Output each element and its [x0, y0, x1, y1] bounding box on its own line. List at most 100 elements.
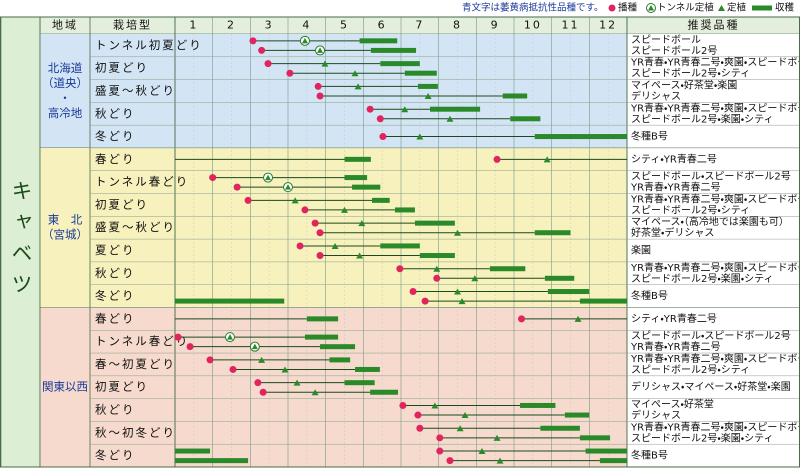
sowing [314, 82, 322, 90]
tunnel-transplant [251, 343, 258, 350]
harvest-bar [175, 448, 211, 454]
cultivation-type: 盛夏～秋どり [95, 83, 176, 97]
sowing [233, 183, 241, 191]
transplant [574, 315, 582, 322]
harvest-bar [564, 412, 590, 418]
sowing [229, 365, 237, 373]
sowing [436, 434, 444, 442]
month-label: 4 [302, 19, 311, 32]
month-label: 9 [491, 19, 500, 32]
variety: YR青春・YR青春二号・爽園・スピードボール [630, 420, 800, 433]
variety: YR青春・YR青春二号・爽園・スピードボール [630, 101, 800, 114]
sowing [259, 388, 267, 396]
sowing [379, 133, 387, 141]
sowing [316, 229, 324, 237]
variety: デリシャス・マイペース・好茶堂・楽園 [631, 380, 791, 393]
harvest-bar [175, 298, 285, 304]
sowing [209, 174, 217, 182]
sowing [186, 343, 194, 351]
header-type: 栽培型 [113, 18, 152, 32]
variety: 楽園 [631, 244, 651, 257]
transplant [258, 356, 266, 363]
month-label: 2 [227, 19, 236, 32]
variety-bg [627, 34, 800, 148]
transplant [433, 265, 441, 272]
variety: シティ・YR青春二号 [631, 312, 717, 325]
harvest-bar [599, 458, 627, 464]
month-label: 1 [189, 19, 198, 32]
cultivation-type: 盛夏～秋どり [95, 220, 176, 234]
cultivation-type: 秋～初冬どり [95, 425, 176, 439]
sowing [249, 37, 257, 45]
variety: スピードボール2号 [631, 45, 717, 57]
variety: デリシャス [631, 409, 681, 422]
region-bg [40, 147, 627, 308]
legend-plant: 定植 [727, 2, 747, 14]
transplant [356, 252, 364, 259]
region-label: 関東以西 [42, 380, 88, 394]
variety: スピードボール・スピードボール2号 [631, 171, 791, 183]
month-label: 3 [265, 19, 274, 32]
region-label: 東 北 [48, 213, 83, 227]
crop-label: キャベツ [9, 180, 33, 304]
transplant [291, 197, 299, 204]
cultivation-type: 冬どり [95, 448, 136, 462]
harvest-bar [370, 47, 417, 53]
harvest-bar [419, 253, 455, 259]
transplant [496, 457, 504, 464]
cultivation-type: 初夏どり [95, 380, 149, 394]
tunnel-transplant [285, 184, 291, 190]
region-label: 高冷地 [48, 106, 83, 120]
harvest-bar [355, 366, 380, 372]
sowing [414, 411, 422, 419]
variety: スピードボール [631, 34, 701, 46]
harvest-bar [352, 184, 381, 190]
harvest-bar [510, 116, 541, 122]
harvest-bar [489, 266, 526, 272]
sowing [244, 196, 252, 204]
sowing [296, 242, 304, 250]
harvest-bar [417, 83, 438, 89]
month-label: 12 [599, 19, 617, 32]
cultivation-type: トンネル春どり [95, 334, 189, 348]
sowing [316, 92, 324, 100]
sowing [436, 447, 444, 455]
tunnel-transplant [301, 37, 308, 44]
transplant [401, 106, 409, 113]
sowing [264, 60, 272, 68]
legend-plant-icon [718, 5, 725, 11]
transplant [454, 288, 461, 295]
sowing [316, 252, 324, 260]
header-varieties: 推奨品種 [688, 18, 740, 32]
transplant [493, 434, 501, 441]
month-label: 11 [562, 19, 580, 32]
variety: YR青春・YR青春二号・爽園・スピードボール [630, 352, 800, 365]
harvest-bar [520, 402, 556, 408]
sowing [433, 274, 441, 282]
sowing [409, 288, 417, 296]
transplant [461, 412, 469, 419]
sowing [518, 315, 526, 323]
cultivation-type: 冬どり [95, 129, 136, 143]
harvest-bar [585, 448, 627, 454]
variety: スピードボール2号・楽園・シティ [631, 431, 774, 444]
transplant [478, 448, 486, 455]
month-label: 7 [415, 19, 424, 32]
harvest-bar [430, 106, 481, 112]
region-label: ・ [59, 91, 71, 105]
harvest-bar [404, 70, 437, 76]
variety: YR青春・YR青春二号 [630, 340, 721, 353]
legend-harvest: 収穫 [775, 2, 795, 14]
header-region: 地域 [52, 19, 78, 32]
cultivation-type: トンネル初夏どり [95, 38, 203, 52]
transplant [281, 366, 289, 373]
transplant [424, 92, 432, 99]
region-bg [40, 34, 627, 148]
region-label: （宮城） [42, 228, 88, 242]
sowing [258, 46, 266, 54]
cultivation-type: 春～初夏どり [95, 357, 176, 371]
cultivation-type: 秋どり [95, 106, 136, 120]
month-label: 5 [340, 19, 349, 32]
harvest-bar [320, 344, 356, 350]
sowing [301, 206, 309, 214]
